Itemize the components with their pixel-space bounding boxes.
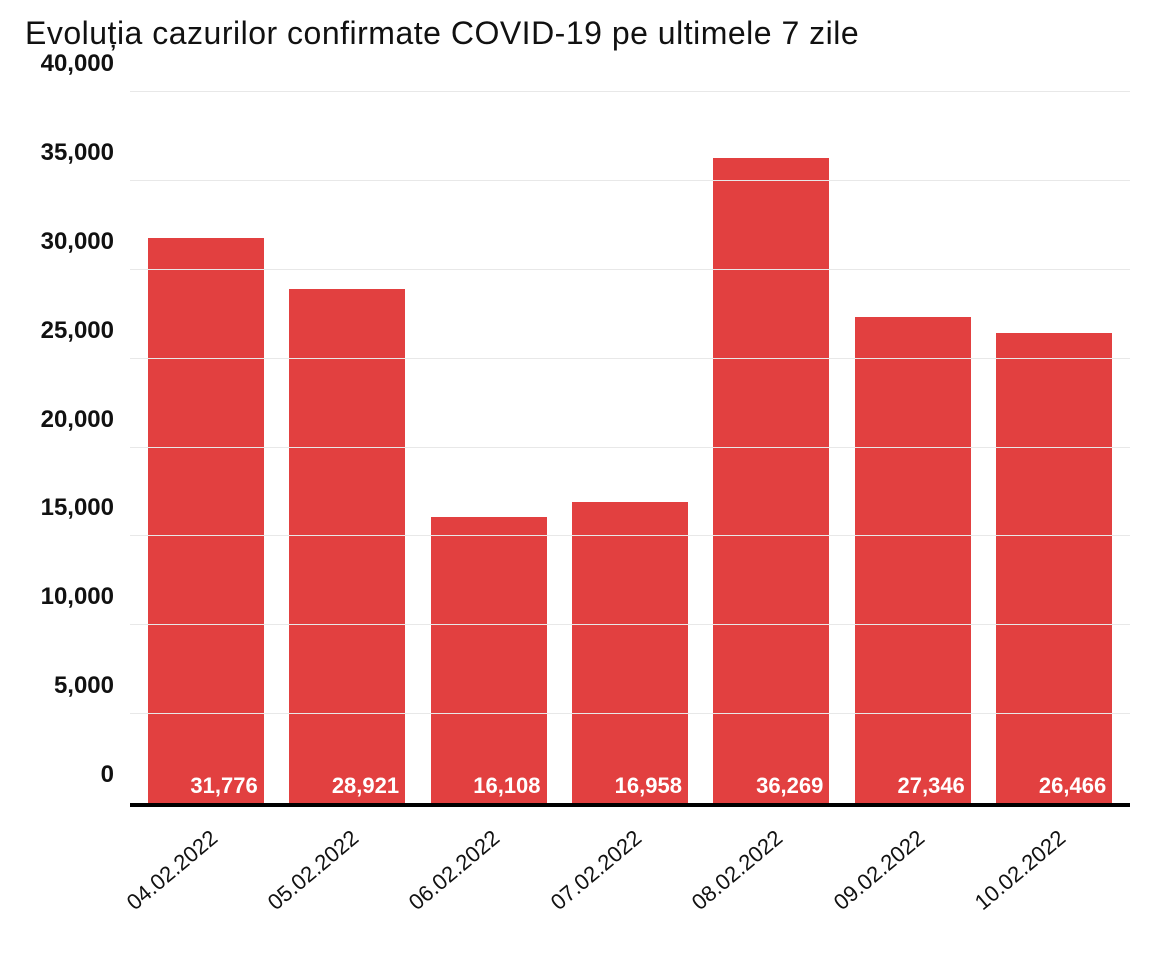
bar-value-label: 16,108 xyxy=(473,773,540,799)
y-tick-label: 5,000 xyxy=(54,672,114,700)
bar-slot: 27,346 xyxy=(842,92,983,803)
gridline xyxy=(130,535,1130,536)
covid-bar-chart: Evoluția cazurilor confirmate COVID-19 p… xyxy=(0,0,1154,978)
x-category-label: 04.02.2022 xyxy=(121,825,222,916)
y-tick-label: 0 xyxy=(101,761,114,789)
x-label-slot: 09.02.2022 xyxy=(842,807,983,927)
gridline xyxy=(130,269,1130,270)
gridline xyxy=(130,713,1130,714)
y-tick-label: 15,000 xyxy=(41,494,114,522)
y-tick-label: 20,000 xyxy=(41,406,114,434)
bar-value-label: 26,466 xyxy=(1039,773,1106,799)
gridline xyxy=(130,447,1130,448)
bar: 16,958 xyxy=(572,502,688,803)
plot-wrapper: 31,776 28,921 16,108 16,958 36,269 27,346 26,4… xyxy=(20,92,1134,892)
bar: 26,466 xyxy=(996,333,1112,803)
x-category-label: 07.02.2022 xyxy=(546,825,647,916)
y-tick-label: 30,000 xyxy=(41,228,114,256)
x-label-slot: 07.02.2022 xyxy=(559,807,700,927)
x-category-label: 05.02.2022 xyxy=(263,825,364,916)
plot-area: 31,776 28,921 16,108 16,958 36,269 27,346 26,4… xyxy=(130,92,1130,807)
y-tick-label: 25,000 xyxy=(41,317,114,345)
bar-slot: 26,466 xyxy=(984,92,1125,803)
bar-value-label: 31,776 xyxy=(190,773,257,799)
bar-value-label: 16,958 xyxy=(615,773,682,799)
gridline xyxy=(130,180,1130,181)
x-label-slot: 05.02.2022 xyxy=(276,807,417,927)
y-tick-label: 40,000 xyxy=(41,50,114,78)
bar-value-label: 28,921 xyxy=(332,773,399,799)
bar-value-label: 36,269 xyxy=(756,773,823,799)
bar-slot: 36,269 xyxy=(701,92,842,803)
x-labels-row: 04.02.202205.02.202206.02.202207.02.2022… xyxy=(130,807,1130,927)
x-label-slot: 08.02.2022 xyxy=(701,807,842,927)
bar-slot: 28,921 xyxy=(276,92,417,803)
y-tick-label: 35,000 xyxy=(41,139,114,167)
y-tick-label: 10,000 xyxy=(41,583,114,611)
x-label-slot: 10.02.2022 xyxy=(984,807,1125,927)
bar-slot: 16,108 xyxy=(418,92,559,803)
chart-title: Evoluția cazurilor confirmate COVID-19 p… xyxy=(25,15,1134,52)
x-category-label: 06.02.2022 xyxy=(404,825,505,916)
bar-value-label: 27,346 xyxy=(898,773,965,799)
gridline xyxy=(130,91,1130,92)
bars-row: 31,776 28,921 16,108 16,958 36,269 27,346 26,4… xyxy=(130,92,1130,803)
x-label-slot: 04.02.2022 xyxy=(135,807,276,927)
x-category-label: 09.02.2022 xyxy=(828,825,929,916)
x-category-label: 10.02.2022 xyxy=(970,825,1071,916)
bar: 28,921 xyxy=(289,289,405,803)
bar: 36,269 xyxy=(713,158,829,803)
bar: 16,108 xyxy=(431,517,547,803)
bar-slot: 16,958 xyxy=(559,92,700,803)
gridline xyxy=(130,624,1130,625)
gridline xyxy=(130,358,1130,359)
x-label-slot: 06.02.2022 xyxy=(418,807,559,927)
bar-slot: 31,776 xyxy=(135,92,276,803)
bar: 27,346 xyxy=(855,317,971,803)
x-category-label: 08.02.2022 xyxy=(687,825,788,916)
bar: 31,776 xyxy=(148,238,264,803)
